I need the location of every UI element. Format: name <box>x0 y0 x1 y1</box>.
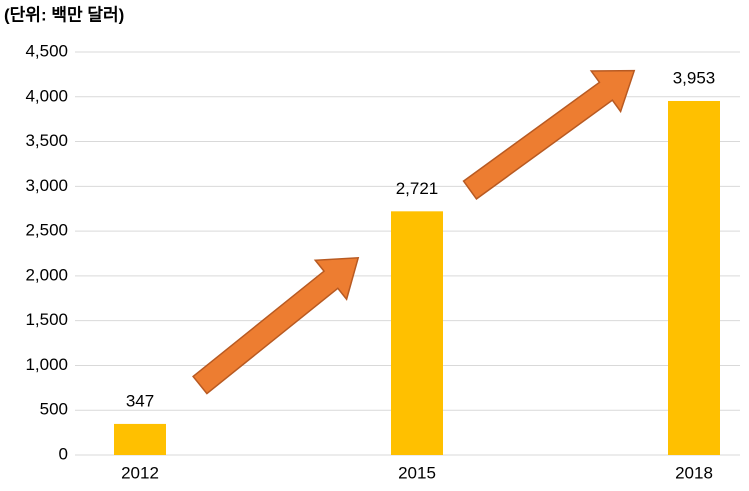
plot-area: 0 500 1,000 1,500 2,000 2,500 3,000 3,500 4,000 4… <box>25 41 740 482</box>
y-tick-label: 4,000 <box>25 86 68 105</box>
chart-title: (단위: 백만 달러) <box>4 4 124 24</box>
x-tick-label: 2018 <box>675 463 713 482</box>
y-tick-label: 500 <box>40 400 68 419</box>
arrow <box>192 256 360 395</box>
trend-arrows <box>192 69 636 395</box>
y-tick-label: 2,500 <box>25 221 68 240</box>
y-tick-label: 1,000 <box>25 355 68 374</box>
y-tick-label: 2,000 <box>25 265 68 284</box>
value-label: 2,721 <box>396 179 439 198</box>
y-tick-label: 3,500 <box>25 131 68 150</box>
value-label: 347 <box>126 391 154 410</box>
bar <box>114 423 166 455</box>
y-tick-label: 3,000 <box>25 176 68 195</box>
arrow <box>462 69 636 200</box>
y-tick-label: 1,500 <box>25 310 68 329</box>
value-label: 3,953 <box>673 68 716 87</box>
x-tick-label: 2015 <box>398 463 436 482</box>
y-tick-label: 4,500 <box>25 41 68 60</box>
x-tick-label: 2012 <box>121 463 159 482</box>
bar <box>391 211 443 455</box>
y-tick-label: 0 <box>59 444 68 463</box>
bar <box>668 100 720 456</box>
